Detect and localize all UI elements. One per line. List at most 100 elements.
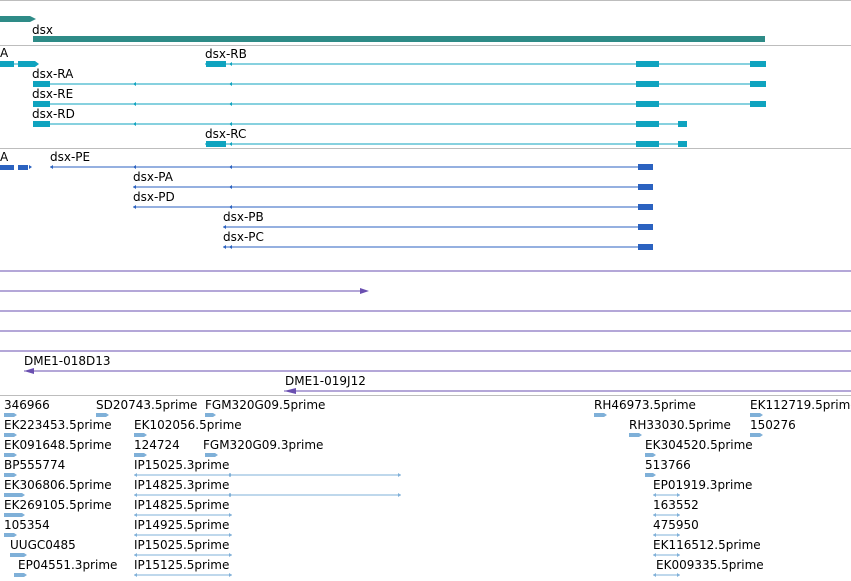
est-feature xyxy=(750,433,760,437)
est-label[interactable]: 513766 xyxy=(645,458,691,472)
est-label[interactable]: IP15025.5prime xyxy=(134,538,230,552)
est-label[interactable]: 124724 xyxy=(134,438,180,452)
transcript-arrow-icon xyxy=(229,62,232,66)
clone-label[interactable]: DME1-018D13 xyxy=(24,354,111,368)
est-label[interactable]: EK306806.5prime xyxy=(4,478,112,492)
est-arrow-icon xyxy=(229,513,232,517)
protein-cut-label: A xyxy=(0,150,9,164)
est-arrow-icon xyxy=(106,413,109,417)
est-arrow-icon xyxy=(229,573,232,577)
est-feature xyxy=(4,413,14,417)
protein-arrow-icon xyxy=(229,165,232,169)
transcript-exon xyxy=(678,141,687,147)
est-label[interactable]: EK269105.5prime xyxy=(4,498,112,512)
est-arrow-icon xyxy=(604,413,607,417)
transcript-label[interactable]: dsx-RA xyxy=(32,67,74,81)
est-feature xyxy=(134,433,144,437)
est-label[interactable]: BP555774 xyxy=(4,458,66,472)
est-arrow-icon xyxy=(228,493,231,497)
est-feature xyxy=(750,413,760,417)
protein-arrow-icon xyxy=(133,165,136,169)
protein-feature-block xyxy=(638,184,653,190)
gene-arrow-icon xyxy=(30,16,36,22)
est-label[interactable]: FGM320G09.3prime xyxy=(203,438,324,452)
transcript-exon xyxy=(206,141,226,147)
est-label[interactable]: IP15025.3prime xyxy=(134,458,230,472)
est-arrow-icon xyxy=(653,513,656,517)
est-label[interactable]: RH46973.5prime xyxy=(594,398,696,412)
transcript-exon xyxy=(636,101,659,107)
protein-arrow-icon xyxy=(50,165,53,169)
est-label[interactable]: RH33030.5prime xyxy=(629,418,731,432)
est-label[interactable]: EK304520.5prime xyxy=(645,438,753,452)
est-label[interactable]: 346966 xyxy=(4,398,50,412)
transcript-arrow-icon xyxy=(35,61,39,67)
transcript-exon xyxy=(206,61,226,67)
est-arrow-icon xyxy=(398,493,401,497)
protein-label[interactable]: dsx-PD xyxy=(133,190,175,204)
est-label[interactable]: IP14925.5prime xyxy=(134,518,230,532)
transcript-cut-label: A xyxy=(0,46,9,60)
transcript-arrow-icon xyxy=(133,102,136,106)
est-arrow-icon xyxy=(14,413,17,417)
est-label[interactable]: IP15125.5prime xyxy=(134,558,230,572)
protein-label[interactable]: dsx-PB xyxy=(223,210,264,224)
clone-arrow-icon xyxy=(360,288,369,294)
transcript-exon xyxy=(636,121,659,127)
est-arrow-icon xyxy=(229,553,232,557)
protein-label[interactable]: dsx-PE xyxy=(50,150,91,164)
est-label[interactable]: EK009335.5prime xyxy=(656,558,764,572)
est-label[interactable]: UUGC0485 xyxy=(10,538,76,552)
transcript-arrow-icon xyxy=(133,122,136,126)
protein-arrow-icon xyxy=(229,185,232,189)
est-label[interactable]: SD20743.5prime xyxy=(96,398,198,412)
est-label[interactable]: EK223453.5prime xyxy=(4,418,112,432)
est-label[interactable]: IP14825.3prime xyxy=(134,478,230,492)
protein-arrow-icon xyxy=(223,225,226,229)
protein-label[interactable]: dsx-PC xyxy=(223,230,264,244)
est-label[interactable]: 105354 xyxy=(4,518,50,532)
est-label[interactable]: EP04551.3prime xyxy=(18,558,118,572)
est-label[interactable]: IP14825.5prime xyxy=(134,498,230,512)
est-label[interactable]: EK102056.5prime xyxy=(134,418,242,432)
est-arrow-icon xyxy=(398,473,401,477)
transcript-label[interactable]: dsx-RC xyxy=(205,127,247,141)
protein-feature xyxy=(18,165,28,170)
transcript-arrow-icon xyxy=(229,82,232,86)
est-arrow-icon xyxy=(639,433,642,437)
est-label[interactable]: EK091648.5prime xyxy=(4,438,112,452)
est-arrow-icon xyxy=(653,553,656,557)
gene-feature-left xyxy=(0,16,30,22)
est-arrow-icon xyxy=(134,493,137,497)
est-arrow-icon xyxy=(14,433,17,437)
protein-feature xyxy=(0,165,14,170)
protein-label[interactable]: dsx-PA xyxy=(133,170,173,184)
clone-label[interactable]: DME1-019J12 xyxy=(285,374,366,388)
transcript-label[interactable]: dsx-RB xyxy=(205,47,247,61)
transcript-arrow-icon xyxy=(229,142,232,146)
est-label[interactable]: 150276 xyxy=(750,418,796,432)
transcript-label[interactable]: dsx-RD xyxy=(32,107,75,121)
est-label[interactable]: EK112719.5prime xyxy=(750,398,851,412)
est-arrow-icon xyxy=(24,573,27,577)
est-arrow-icon xyxy=(134,533,137,537)
est-label[interactable]: 475950 xyxy=(653,518,699,532)
transcript-exon xyxy=(750,61,766,67)
est-label[interactable]: EK116512.5prime xyxy=(653,538,761,552)
est-arrow-icon xyxy=(653,533,656,537)
protein-arrow-icon xyxy=(229,205,232,209)
est-label[interactable]: EP01919.3prime xyxy=(653,478,753,492)
transcript-label[interactable]: dsx-RE xyxy=(32,87,74,101)
est-arrow-icon xyxy=(14,473,17,477)
est-arrow-icon xyxy=(144,453,147,457)
est-arrow-icon xyxy=(134,553,137,557)
protein-feature-block xyxy=(638,164,653,170)
est-label[interactable]: FGM320G09.5prime xyxy=(205,398,326,412)
est-arrow-icon xyxy=(760,413,763,417)
est-label[interactable]: 163552 xyxy=(653,498,699,512)
track-divider xyxy=(0,395,851,396)
gene-label[interactable]: dsx xyxy=(32,23,53,37)
est-feature xyxy=(205,453,215,457)
